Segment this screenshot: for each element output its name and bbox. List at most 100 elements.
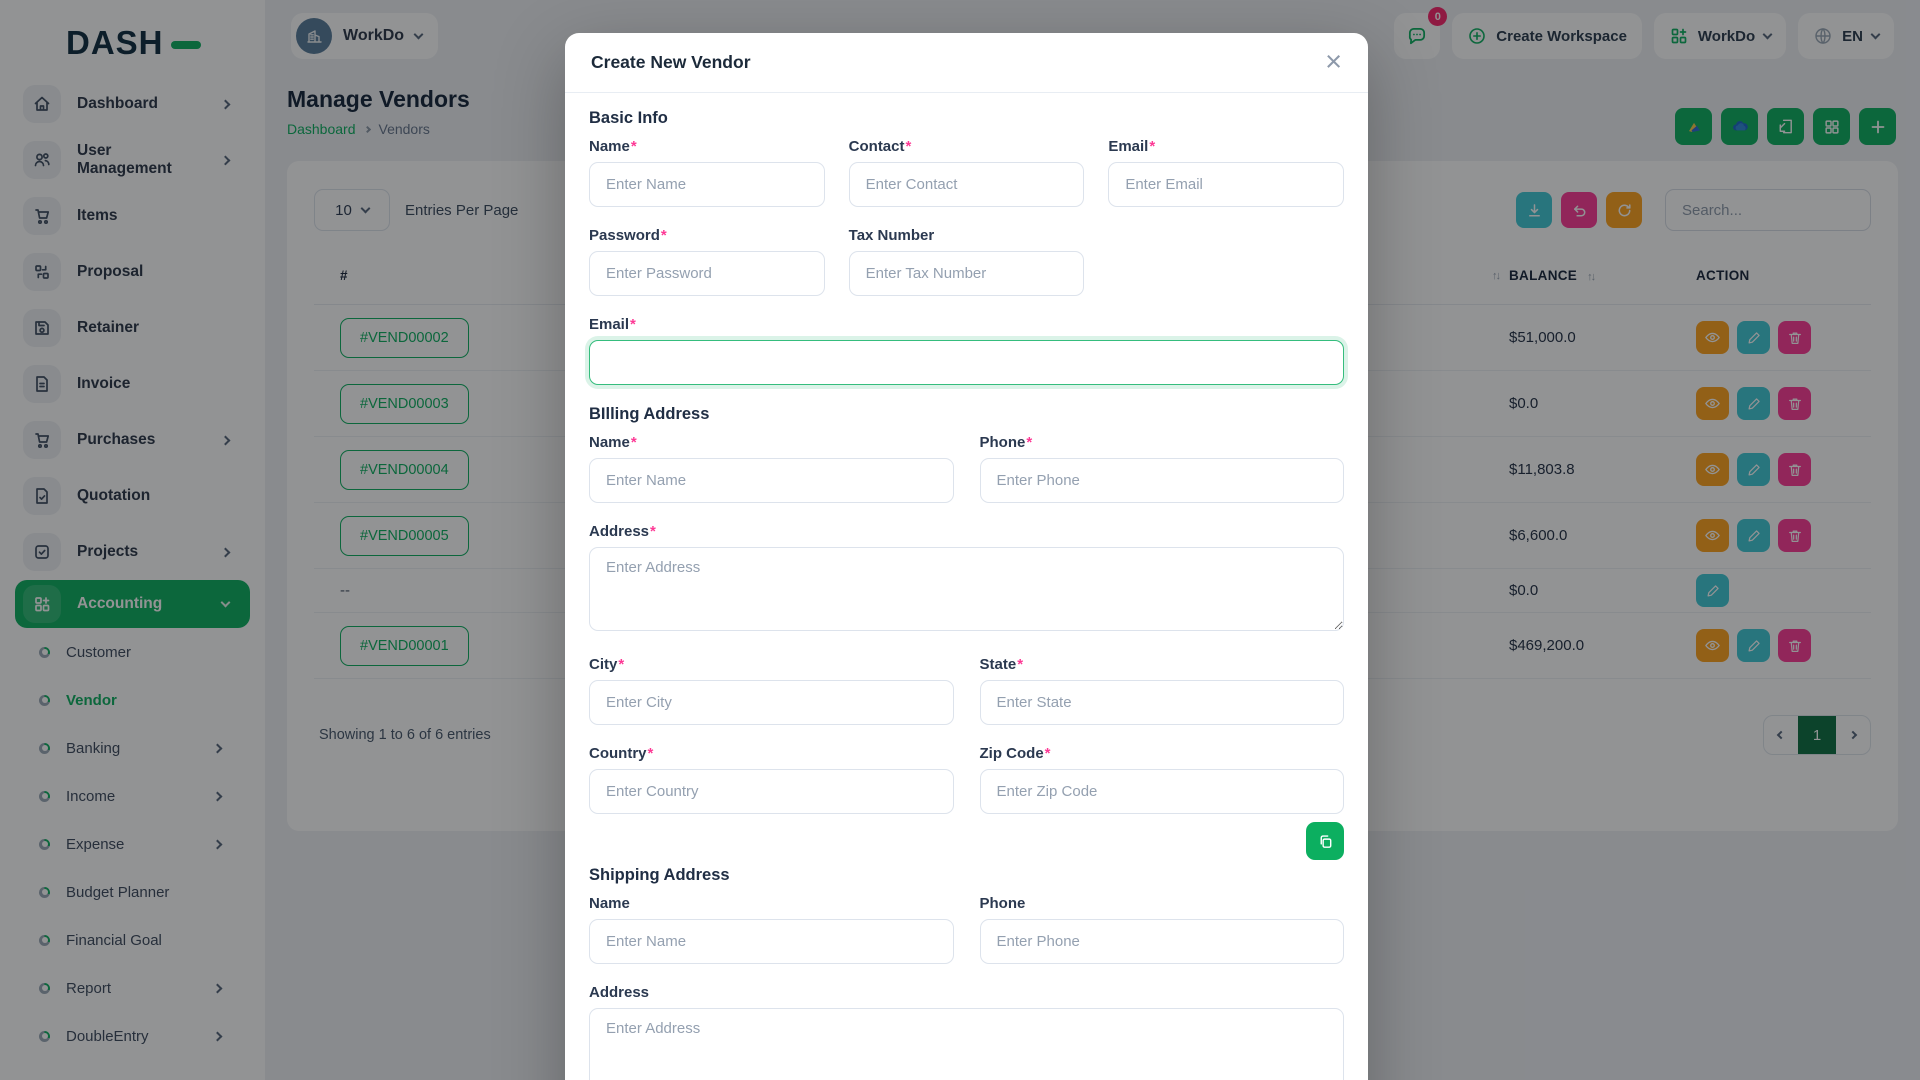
copy-billing-to-shipping-button[interactable]: [1306, 822, 1344, 860]
onedrive-button[interactable]: [1721, 108, 1758, 145]
sidebar-item-proposal[interactable]: Proposal: [0, 244, 265, 300]
download-icon: [1528, 203, 1540, 216]
bullet-icon: [39, 790, 50, 802]
shipping-name-input[interactable]: [589, 919, 954, 964]
vendor-tax-number-input[interactable]: [848, 251, 1085, 296]
workspace-switcher[interactable]: WorkDo: [291, 13, 439, 59]
bullet-icon: [39, 742, 50, 754]
view-button[interactable]: [1696, 321, 1729, 354]
sidebar-subitem-label: Report: [66, 979, 112, 997]
required-asterisk: *: [1026, 434, 1033, 451]
field-tax-number: Tax Number: [848, 227, 1085, 296]
sidebar-item-doubleentry[interactable]: DoubleEntry: [0, 1012, 265, 1060]
edit-button[interactable]: [1737, 629, 1770, 662]
export-file-button[interactable]: [1767, 108, 1804, 145]
topbar-actions: 0 Create Workspace WorkDo EN: [1394, 7, 1894, 59]
export-download-button[interactable]: [1516, 192, 1552, 228]
language-selector[interactable]: EN: [1798, 13, 1894, 59]
vendor-id-button[interactable]: #VEND00002: [340, 317, 469, 358]
messages-button[interactable]: 0: [1394, 7, 1448, 59]
onedrive-icon: [1732, 120, 1748, 130]
sidebar-item-budget-planner[interactable]: Budget Planner: [0, 868, 265, 916]
sidebar-item-financial-goal[interactable]: Financial Goal: [0, 916, 265, 964]
sort-icon[interactable]: ↑↓: [1492, 269, 1501, 282]
sidebar-item-income[interactable]: Income: [0, 772, 265, 820]
sidebar-item-vendor[interactable]: Vendor: [0, 676, 265, 724]
delete-button[interactable]: [1778, 519, 1811, 552]
entries-per-page-label: Entries Per Page: [405, 201, 519, 219]
sidebar-item-quotation[interactable]: Quotation: [0, 468, 265, 524]
vendor-password-input[interactable]: [589, 251, 825, 296]
sidebar-item-accounting[interactable]: Accounting: [15, 580, 250, 628]
delete-button[interactable]: [1778, 321, 1811, 354]
vendor-email-input[interactable]: [1108, 162, 1344, 207]
sidebar-item-dashboard[interactable]: Dashboard: [0, 76, 265, 132]
delete-button[interactable]: [1778, 453, 1811, 486]
eye-icon: [1705, 640, 1720, 651]
billing-name-input[interactable]: [589, 458, 954, 503]
vendor-id-button[interactable]: #VEND00004: [340, 449, 469, 490]
sidebar-item-projects[interactable]: Projects: [0, 524, 265, 580]
google-drive-icon: [1688, 122, 1700, 132]
copy-icon: [1320, 834, 1331, 848]
billing-phone-input[interactable]: [979, 458, 1344, 503]
billing-city-input[interactable]: [589, 680, 954, 725]
vendor-id-button[interactable]: #VEND00005: [340, 515, 469, 556]
edit-button[interactable]: [1737, 387, 1770, 420]
billing-zip-input[interactable]: [979, 769, 1344, 814]
sidebar-item-label: Purchases: [77, 431, 156, 448]
edit-button[interactable]: [1737, 321, 1770, 354]
sidebar-item-user-management[interactable]: User Management: [0, 132, 265, 188]
header-balance: BALANCE ↑↓: [1509, 268, 1596, 283]
vendor-id-button[interactable]: #VEND00003: [340, 383, 469, 424]
app-menu-button[interactable]: WorkDo: [1653, 13, 1787, 59]
sidebar-item-retainer[interactable]: Retainer: [0, 300, 265, 356]
edit-button[interactable]: [1696, 574, 1729, 607]
delete-button[interactable]: [1778, 629, 1811, 662]
sidebar-item-expense[interactable]: Expense: [0, 820, 265, 868]
google-drive-button[interactable]: [1675, 108, 1712, 145]
search-input[interactable]: [1665, 189, 1871, 231]
field-billing-phone: Phone*: [979, 434, 1344, 503]
view-button[interactable]: [1696, 453, 1729, 486]
create-workspace-button[interactable]: Create Workspace: [1452, 13, 1642, 59]
vendor-contact-input[interactable]: [848, 162, 1085, 207]
view-button[interactable]: [1696, 387, 1729, 420]
add-vendor-button[interactable]: [1859, 108, 1896, 145]
workspace-avatar: [296, 18, 332, 54]
sidebar-item-label: Proposal: [77, 263, 144, 280]
vendor-id-button[interactable]: #VEND00001: [340, 625, 469, 666]
vendor-login-email-input[interactable]: [589, 340, 1344, 385]
cart-icon: [23, 197, 61, 235]
view-button[interactable]: [1696, 519, 1729, 552]
sort-icon[interactable]: ↑↓: [1587, 271, 1596, 283]
delete-button[interactable]: [1778, 387, 1811, 420]
refresh-button[interactable]: [1606, 192, 1642, 228]
sidebar-item-invoice[interactable]: Invoice: [0, 356, 265, 412]
edit-button[interactable]: [1737, 519, 1770, 552]
sidebar-item-customer[interactable]: Customer: [0, 628, 265, 676]
edit-button[interactable]: [1737, 453, 1770, 486]
sidebar-item-items[interactable]: Items: [0, 188, 265, 244]
reset-filter-button[interactable]: [1561, 192, 1597, 228]
current-page-button[interactable]: 1: [1798, 716, 1836, 754]
sidebar-item-label: Projects: [77, 543, 139, 560]
shipping-address-textarea[interactable]: [589, 1008, 1344, 1080]
breadcrumb-dashboard[interactable]: Dashboard: [287, 121, 356, 137]
shipping-phone-input[interactable]: [979, 919, 1344, 964]
sidebar-item-report[interactable]: Report: [0, 964, 265, 1012]
sidebar-item-purchases[interactable]: Purchases: [0, 412, 265, 468]
vendor-name-input[interactable]: [589, 162, 825, 207]
grid-view-button[interactable]: [1813, 108, 1850, 145]
pencil-icon: [1747, 397, 1760, 410]
view-button[interactable]: [1696, 629, 1729, 662]
trash-icon: [1788, 331, 1801, 344]
billing-state-input[interactable]: [979, 680, 1344, 725]
sidebar-item-banking[interactable]: Banking: [0, 724, 265, 772]
billing-country-input[interactable]: [589, 769, 954, 814]
billing-address-textarea[interactable]: [589, 547, 1344, 631]
close-icon[interactable]: ×: [1325, 46, 1342, 78]
entries-per-page-select[interactable]: 10: [314, 189, 390, 231]
save-icon: [23, 309, 61, 347]
sidebar-item-label: Items: [77, 207, 118, 224]
